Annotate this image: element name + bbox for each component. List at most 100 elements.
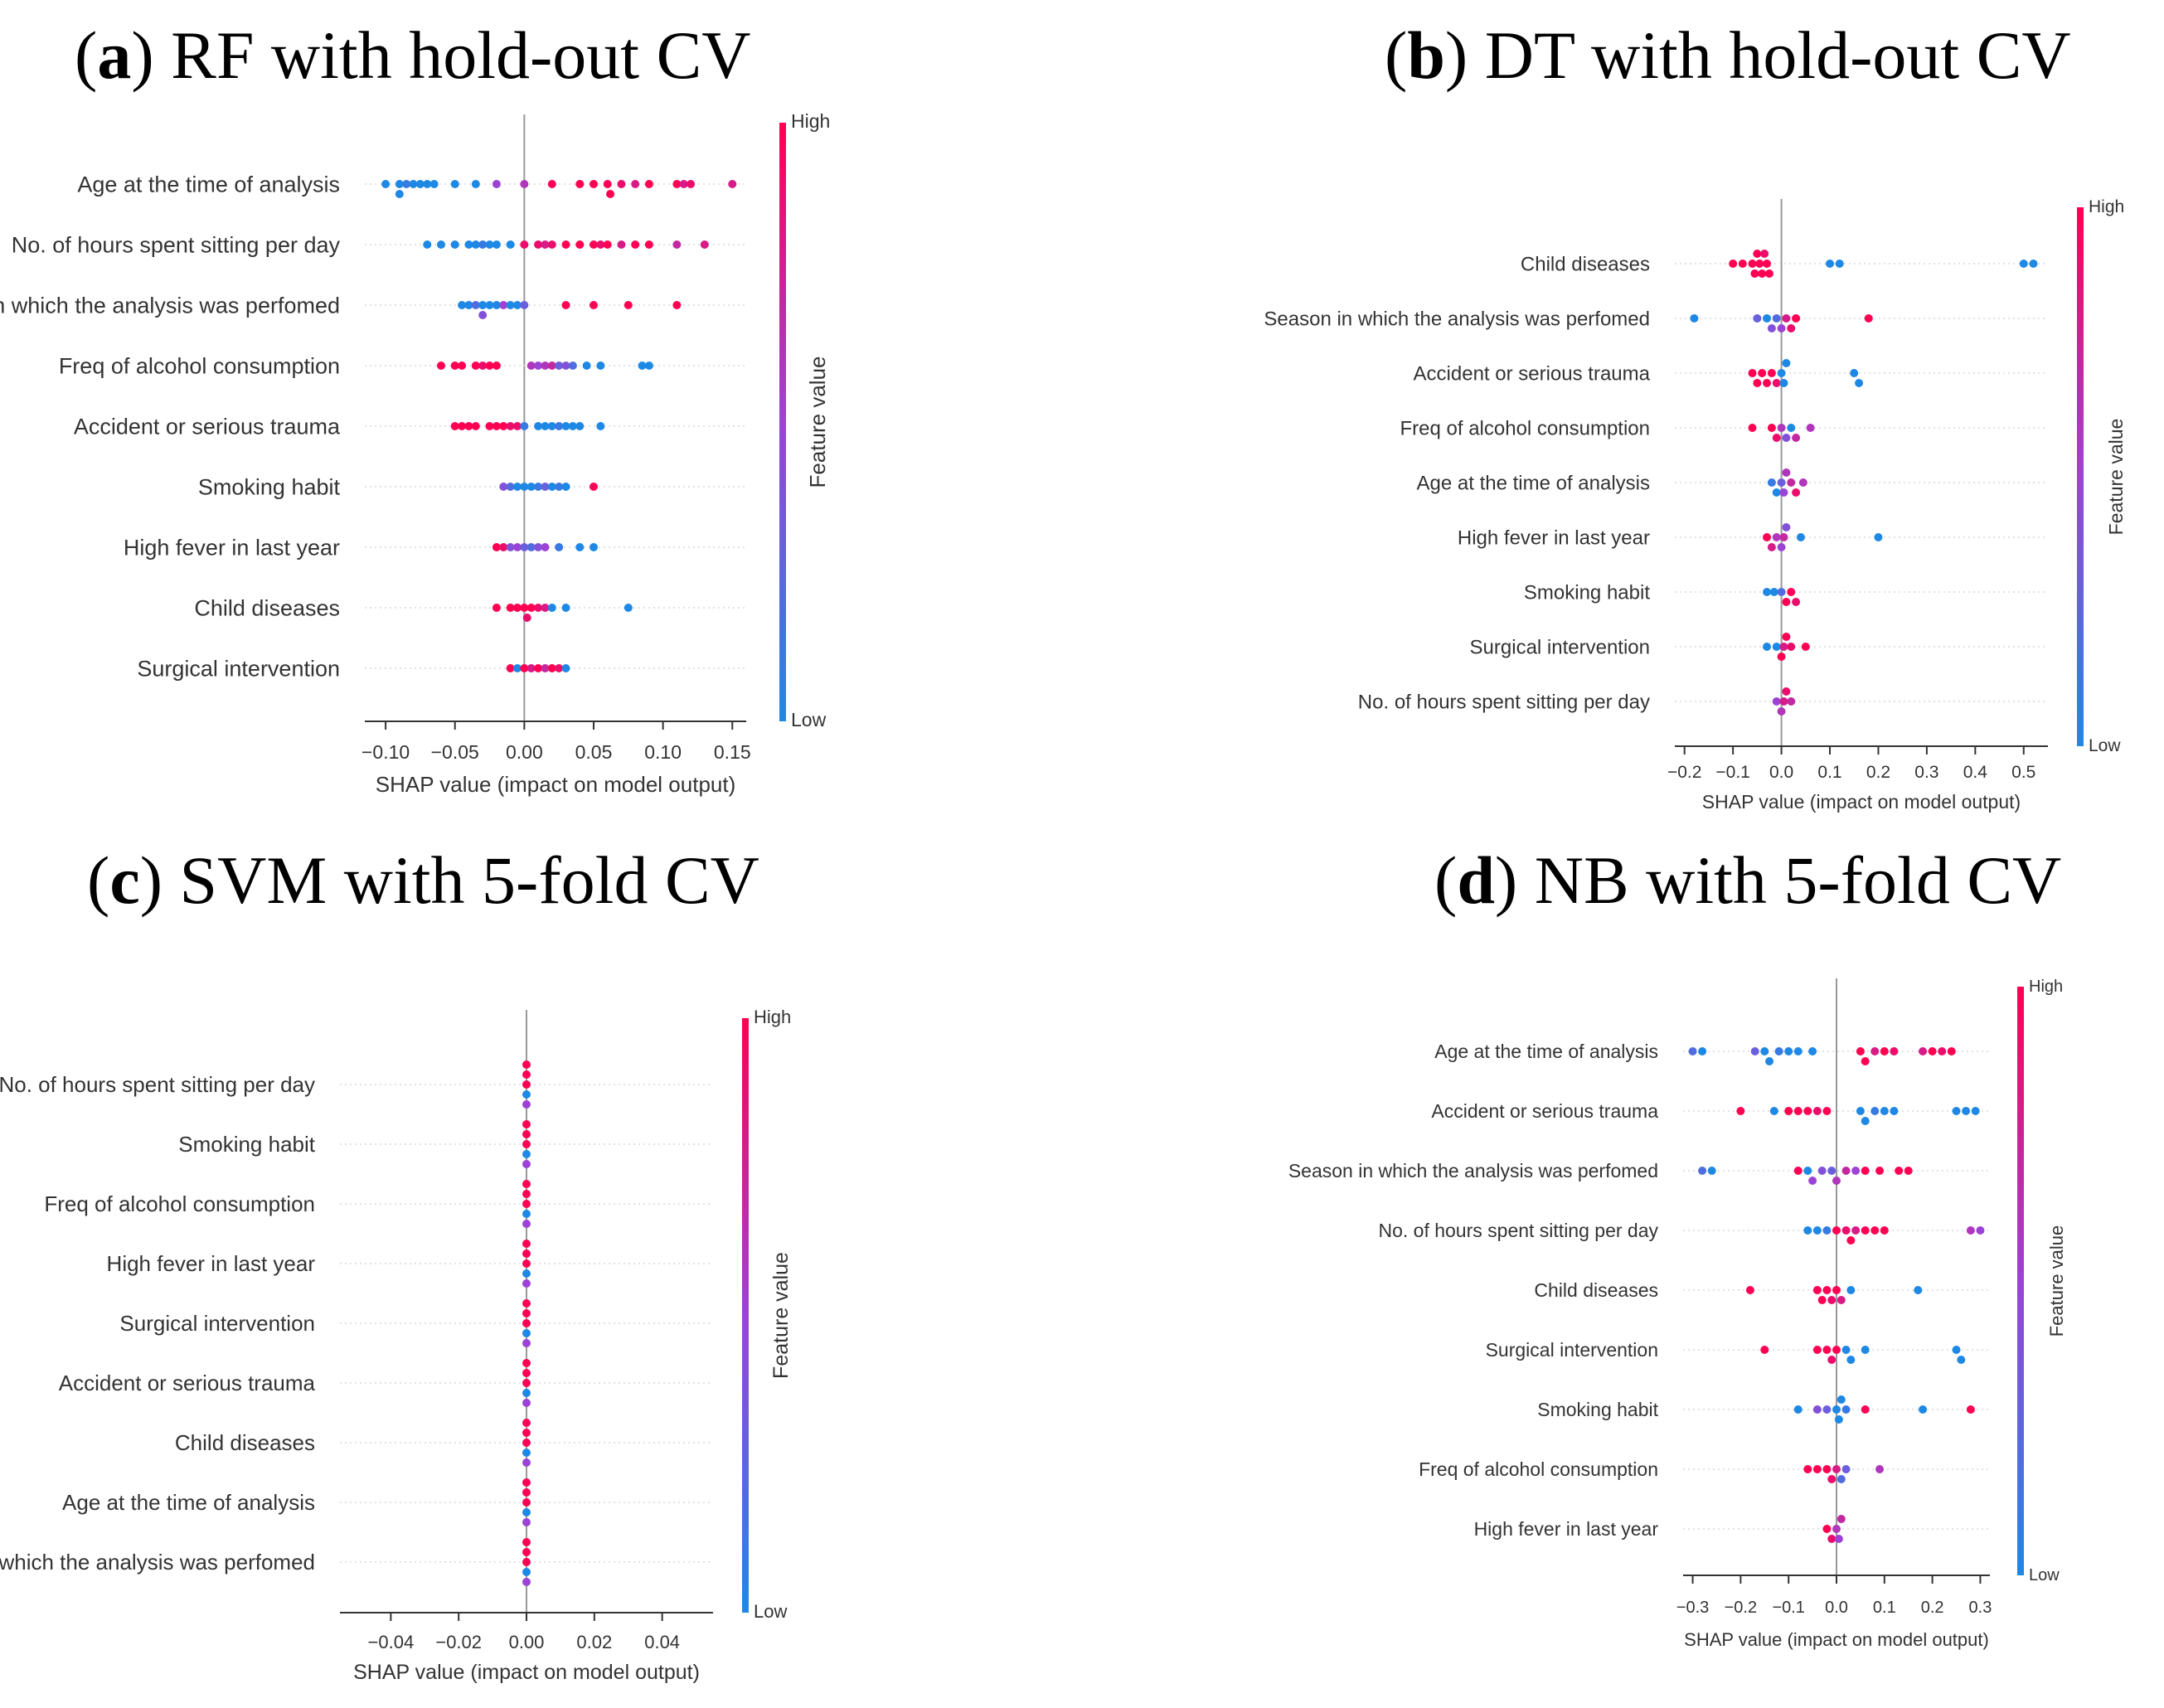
feature-label-d: No. of hours spent sitting per day — [1378, 1220, 1658, 1241]
shap-point — [1748, 369, 1757, 377]
shap-point — [1846, 1356, 1856, 1364]
chart-panel-c: No. of hours spent sitting per day Smokin… — [0, 1007, 793, 1684]
shap-point — [522, 1269, 531, 1278]
shap-point — [1971, 1107, 1980, 1115]
shap-point — [590, 483, 598, 491]
shap-point — [1827, 1475, 1836, 1483]
shap-point — [381, 180, 391, 188]
feature-label-c: Child diseases — [175, 1430, 315, 1455]
shap-point — [492, 422, 501, 430]
shap-point — [534, 604, 543, 612]
shap-point — [590, 240, 598, 249]
x-tick-label-b: 0.1 — [1817, 763, 1841, 782]
colorbar-title-d: Feature value — [2046, 1225, 2067, 1337]
panel-title-c: (c) SVM with 5-fold CV — [87, 842, 759, 918]
shap-point — [561, 422, 570, 430]
shap-point — [522, 1120, 531, 1128]
x-tick-label-a: 0.10 — [644, 741, 682, 763]
shap-point — [1782, 633, 1791, 641]
shap-point — [522, 1548, 531, 1556]
shap-point — [1952, 1346, 1961, 1354]
feature-label-b: Season in which the analysis was perfome… — [1264, 308, 1650, 330]
shap-point — [1812, 1346, 1822, 1354]
shap-point — [1861, 1226, 1870, 1235]
shap-point — [1758, 369, 1767, 377]
shap-point — [522, 1478, 531, 1487]
colorbar-high-label-b: High — [2089, 197, 2124, 216]
shap-point — [1729, 260, 1738, 268]
shap-point — [522, 1060, 531, 1069]
shap-point — [541, 543, 550, 551]
shap-point — [492, 604, 501, 612]
shap-point — [1822, 1107, 1832, 1115]
shap-point — [555, 483, 564, 491]
feature-label-a: Freq of alcohol consumption — [59, 353, 340, 378]
shap-point — [499, 301, 508, 309]
x-tick-label-a: 0.00 — [506, 741, 543, 763]
shap-point — [1760, 1346, 1769, 1354]
shap-point — [526, 604, 536, 612]
feature-label-d: Accident or serious trauma — [1431, 1100, 1658, 1122]
shap-point — [513, 483, 522, 491]
shap-point — [522, 1448, 531, 1457]
panel-letter-d: d — [1457, 842, 1495, 918]
feature-label-c: No. of hours spent sitting per day — [0, 1072, 315, 1097]
shap-point — [1792, 488, 1801, 497]
shap-point — [492, 240, 501, 249]
shap-point — [522, 1319, 531, 1327]
shap-point — [1957, 1356, 1966, 1364]
shap-point — [1764, 269, 1773, 278]
feature-label-d: Child diseases — [1534, 1279, 1658, 1301]
shap-point — [606, 190, 615, 198]
shap-point — [506, 483, 515, 491]
shap-point — [547, 483, 556, 491]
shap-point — [492, 301, 501, 309]
shap-point — [561, 483, 570, 491]
shap-point — [1832, 1405, 1841, 1414]
shap-point — [450, 422, 459, 430]
shap-point — [522, 1140, 531, 1148]
shap-point — [464, 422, 473, 430]
shap-point — [1779, 379, 1788, 387]
shap-point — [1782, 434, 1791, 442]
colorbar-low-label-b: Low — [2089, 736, 2121, 755]
shap-point — [728, 180, 737, 188]
shap-point — [1832, 1465, 1841, 1473]
shap-point — [1822, 1346, 1832, 1354]
shap-point — [1870, 1107, 1880, 1115]
colorbar-high-label-a: High — [791, 110, 830, 132]
shap-point — [522, 1419, 531, 1427]
feature-label-d: Freq of alcohol consumption — [1419, 1458, 1658, 1480]
shap-point — [471, 422, 480, 430]
shap-point — [617, 240, 626, 249]
shap-point — [541, 664, 550, 672]
shap-point — [1787, 588, 1796, 596]
shap-point — [437, 361, 445, 370]
shap-point — [541, 361, 550, 370]
shap-point — [547, 604, 556, 612]
shap-point — [534, 422, 543, 430]
shap-point — [1808, 1177, 1817, 1185]
x-tick-label-d: 0.1 — [1873, 1599, 1896, 1617]
shap-point — [1753, 250, 1762, 258]
feature-label-b: Child diseases — [1521, 253, 1650, 275]
shap-point — [522, 1558, 531, 1566]
shap-point — [1772, 314, 1781, 323]
shap-point — [522, 1299, 531, 1308]
shap-point — [395, 190, 404, 198]
panel-title-b: (b) DT with hold-out CV — [1385, 17, 2071, 93]
colorbar-title-c: Feature value — [769, 1252, 793, 1379]
shap-point — [547, 240, 556, 249]
shap-point — [555, 664, 564, 672]
shap-point — [2029, 260, 2038, 268]
shap-point — [1763, 379, 1772, 387]
shap-point — [485, 361, 494, 370]
shap-point — [1763, 588, 1772, 596]
shap-point — [541, 604, 550, 612]
shap-point — [522, 1150, 531, 1158]
feature-label-b: Surgical intervention — [1470, 636, 1650, 658]
shap-point — [590, 543, 598, 551]
shap-point — [1914, 1286, 1923, 1294]
shap-point — [522, 1220, 531, 1228]
shap-point — [1836, 1475, 1846, 1483]
